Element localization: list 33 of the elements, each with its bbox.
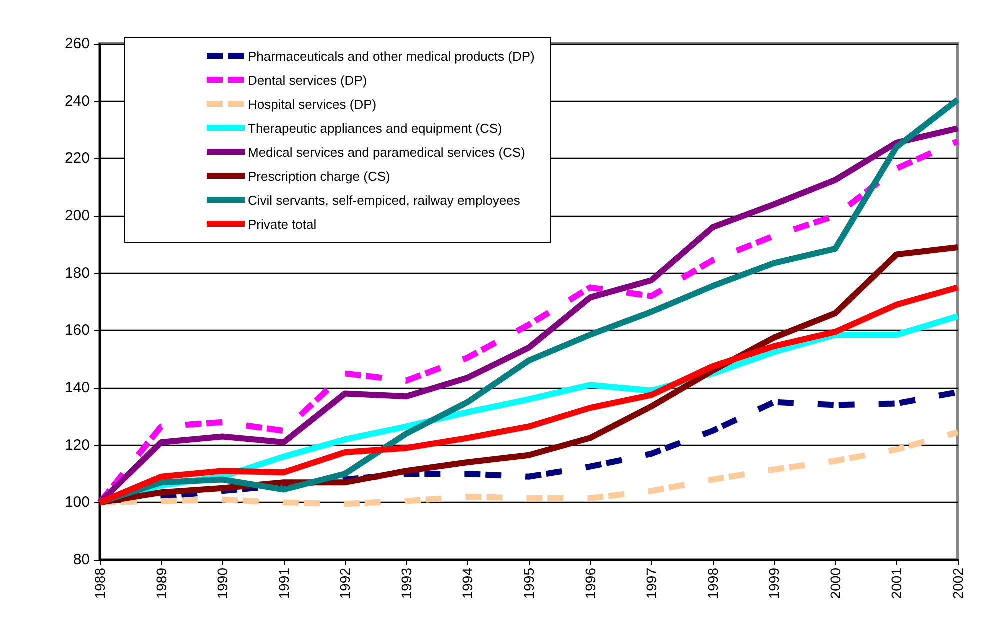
x-tick-label: 1991 [276, 568, 292, 600]
y-tick-label: 100 [64, 494, 90, 512]
legend-label: Hospital services (DP) [248, 96, 377, 112]
x-tick-label: 1992 [337, 568, 354, 600]
x-tick-label: 1998 [704, 568, 721, 600]
x-tick-label: 1996 [582, 568, 598, 600]
x-tick-label: 1995 [521, 568, 537, 600]
y-tick-label: 140 [64, 380, 90, 396]
legend-label: Therapeutic appliances and equipment (CS) [248, 120, 502, 136]
x-tick-label: 1989 [153, 568, 170, 600]
x-tick-label: 1990 [214, 568, 231, 600]
x-tick-label: 2002 [950, 568, 966, 600]
y-tick-label: 200 [64, 208, 90, 224]
y-tick-label: 180 [64, 264, 90, 282]
x-tick-label: 1993 [398, 568, 414, 600]
y-tick-label: 120 [64, 436, 90, 454]
y-tick-label: 240 [64, 92, 90, 110]
legend-label: Private total [248, 216, 317, 232]
y-tick-label: 260 [64, 36, 90, 52]
y-tick-label: 80 [73, 552, 90, 568]
legend-label: Pharmaceuticals and other medical products (DP) [248, 48, 535, 64]
legend-label: Medical services and paramedical services (CS) [248, 144, 526, 160]
x-tick-label: 1988 [92, 568, 108, 600]
legend-label: Dental services (DP) [248, 72, 368, 88]
x-tick-label: 2000 [827, 568, 844, 600]
x-tick-label: 1999 [766, 568, 782, 600]
y-tick-label: 220 [64, 150, 90, 168]
y-tick-label: 160 [64, 322, 90, 340]
x-tick-label: 1994 [460, 568, 476, 600]
x-tick-label: 2001 [888, 568, 905, 600]
legend-label: Civil servants, self-empiced, railway employees [248, 192, 520, 208]
x-tick-label: 1997 [644, 568, 660, 600]
legend-label: Prescription charge (CS) [248, 168, 390, 184]
